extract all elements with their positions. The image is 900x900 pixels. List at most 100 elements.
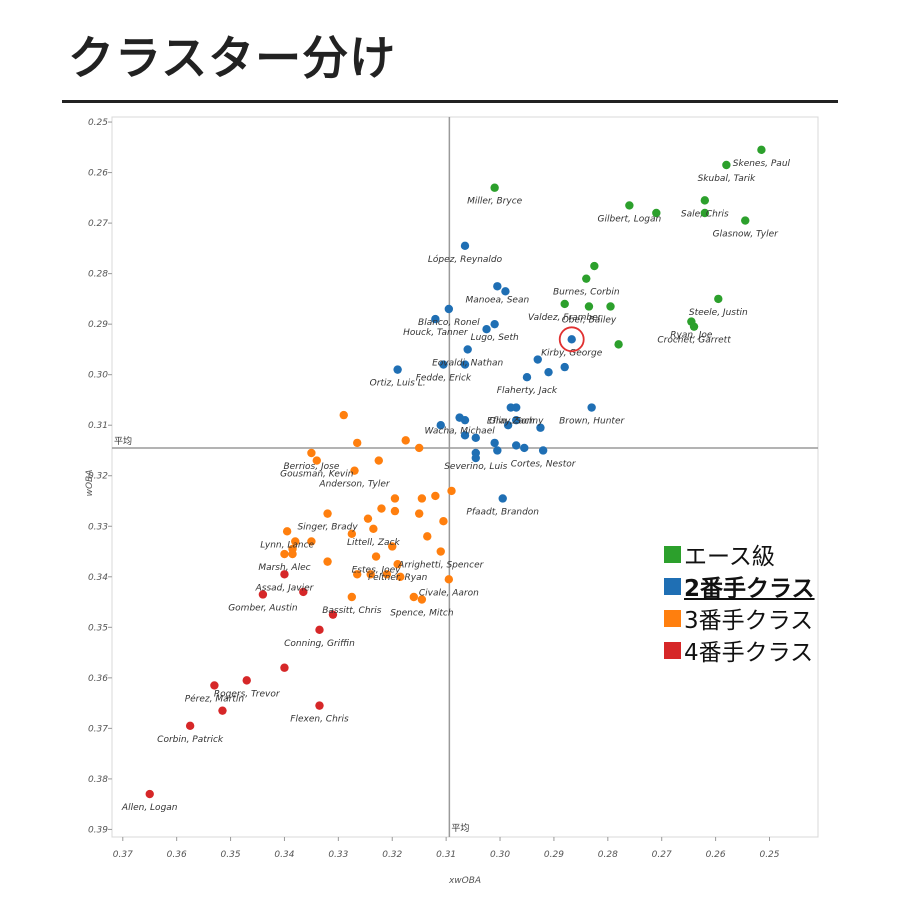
data-point (471, 433, 480, 443)
point-label: Crochet, Garrett (657, 336, 731, 346)
data-point (560, 299, 569, 309)
data-point (210, 681, 219, 690)
x-tick-label: 0.30 (490, 850, 510, 860)
point-label: López, Reynaldo (428, 254, 503, 265)
point-label: Arrighetti, Spencer (397, 561, 484, 571)
y-axis-label: wOBA (85, 470, 95, 497)
data-point (374, 456, 383, 465)
x-average-label: 平均 (451, 822, 469, 834)
data-point (339, 410, 348, 420)
data-point (363, 514, 373, 523)
point-label: Marsh, Alec (258, 563, 310, 573)
data-point (417, 494, 427, 503)
data-point (315, 701, 324, 710)
data-point (590, 261, 599, 271)
data-point (444, 575, 454, 584)
data-point (307, 537, 316, 546)
point-label: Pérez, Martín (185, 693, 245, 704)
data-point (498, 494, 507, 503)
x-tick-label: 0.34 (274, 850, 294, 860)
point-label: Rogers, Trevor (214, 689, 281, 699)
data-point (700, 196, 710, 205)
data-point (482, 325, 491, 334)
legend-item: 3番手クラス (664, 602, 815, 634)
point-label: Eflin, Zach (487, 417, 535, 427)
data-point (533, 355, 542, 364)
data-point (414, 509, 424, 518)
point-label: Corbin, Patrick (157, 735, 224, 745)
point-label: Civale, Aaron (419, 588, 479, 598)
x-tick-label: 0.26 (706, 850, 726, 860)
legend-swatch (664, 545, 681, 563)
data-point (536, 423, 545, 432)
data-point (382, 570, 392, 579)
legend-label: 2番手クラス (684, 576, 815, 602)
point-label: Steele, Justin (689, 308, 748, 318)
legend-swatch (664, 609, 681, 627)
y-tick-label: 0.37 (88, 724, 108, 734)
data-point (307, 448, 316, 458)
point-label: Conning, Griffin (284, 639, 355, 649)
x-tick-label: 0.31 (436, 850, 456, 860)
data-point (584, 302, 594, 311)
data-point (490, 438, 499, 448)
data-point (315, 625, 324, 635)
y-tick-label: 0.30 (88, 371, 108, 381)
data-point (689, 322, 699, 331)
data-point (291, 537, 300, 546)
point-label: Manoea, Sean (465, 295, 529, 305)
x-tick-label: 0.33 (328, 850, 348, 860)
data-point (652, 208, 661, 218)
point-label: Eovaldi, Nathan (432, 358, 503, 368)
data-point (369, 524, 378, 533)
data-point (366, 570, 375, 579)
data-point (757, 145, 766, 155)
point-label: Bassitt, Chris (322, 606, 382, 616)
y-tick-label: 0.35 (88, 623, 108, 633)
legend: エース級 2番手クラス 3番手クラス 4番手クラス (664, 538, 815, 666)
legend-label: 3番手クラス (684, 608, 814, 634)
data-point (350, 466, 359, 475)
legend-label: 4番手クラス (684, 640, 814, 666)
data-point (444, 304, 454, 314)
data-point (312, 456, 321, 465)
data-point (714, 294, 723, 304)
point-label: Ryan, Joe (670, 331, 713, 341)
data-point (396, 572, 405, 581)
point-label: Severino, Luis (444, 462, 507, 472)
point-label: Valdez, Framber (528, 313, 603, 323)
point-label: Assad, Javier (255, 583, 315, 593)
data-point (460, 360, 470, 369)
point-label: Burnes, Corbin (553, 288, 620, 298)
legend-item: 2番手クラス (664, 570, 815, 602)
x-tick-label: 0.35 (221, 850, 241, 860)
data-point (582, 274, 591, 283)
data-point (258, 590, 268, 599)
data-point (614, 340, 623, 349)
data-point (401, 436, 410, 445)
data-point (625, 201, 634, 210)
point-label: Allen, Logan (121, 803, 178, 813)
y-tick-label: 0.31 (88, 421, 108, 431)
point-label: Wacha, Michael (424, 427, 495, 437)
legend-label: エース級 (684, 544, 775, 570)
data-point (242, 676, 251, 685)
data-point (511, 415, 521, 425)
point-label: Gray, Sonny (489, 417, 544, 427)
point-label: Pfaadt, Brandon (466, 507, 539, 517)
data-point (414, 443, 424, 453)
data-point (323, 509, 332, 518)
point-label: Ober, Bailey (562, 315, 617, 325)
data-point (722, 160, 731, 170)
axes: 0.37 0.36 0.35 0.34 0.33 0.32 0.31 0.30 0.29 0.28… (88, 118, 780, 860)
page-title: クラスター分け (68, 31, 397, 85)
point-label: Houck, Tanner (403, 328, 469, 338)
x-tick-label: 0.37 (113, 850, 133, 860)
point-label: Ortiz, Luis L. (370, 379, 426, 389)
data-point (490, 183, 499, 192)
y-tick-label: 0.32 (88, 472, 108, 482)
highlight-ring (558, 326, 585, 353)
title-divider (62, 100, 838, 103)
y-tick-label: 0.27 (88, 219, 108, 229)
point-label: Spence, Mitch (390, 609, 454, 619)
